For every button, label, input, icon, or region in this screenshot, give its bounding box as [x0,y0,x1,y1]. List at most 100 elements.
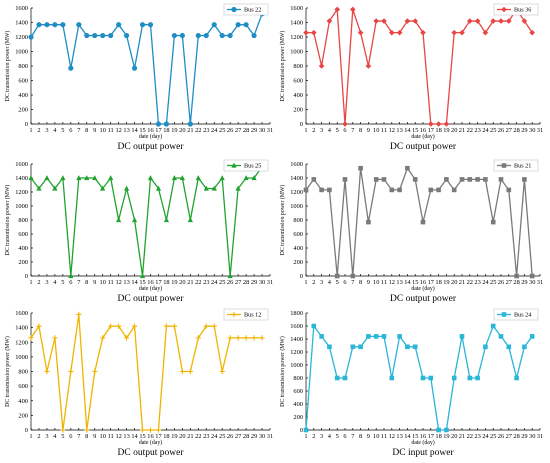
x-tick-label: 30 [529,433,535,440]
y-tick-label: 400 [293,401,303,408]
x-tick-label: 17 [428,279,435,286]
legend: Bus 24 [493,308,539,321]
data-point-24 [483,344,488,350]
data-point-5 [334,273,340,279]
data-point-10 [373,334,379,339]
legend: Bus 36 [493,3,539,16]
data-point-18 [163,217,170,223]
data-point-22 [467,18,473,24]
data-point-21 [459,177,465,182]
x-tick-label: 16 [147,127,153,134]
x-tick-label: 16 [147,279,153,286]
data-point-20 [451,375,457,381]
data-point-29 [522,177,527,182]
y-tick-label: 600 [293,231,303,238]
x-tick-label: 11 [108,127,114,134]
x-tick-label: 10 [100,127,106,134]
x-tick-label: 7 [351,127,355,134]
x-tick-label: 13 [396,433,402,440]
x-tick-label: 4 [53,127,57,134]
x-tick-label: 21 [187,127,193,134]
data-point-4 [52,185,58,191]
x-tick-label: 21 [459,433,465,440]
x-tick-label: 26 [227,433,233,440]
data-point-13 [397,334,402,339]
x-tick-label: 5 [336,279,339,286]
x-tick-label: 9 [367,279,370,286]
series-line [305,167,533,277]
data-point-14 [131,323,138,329]
data-point-14 [405,165,410,171]
data-point-28 [514,375,519,381]
data-point-11 [108,175,114,181]
data-point-19 [443,121,450,127]
data-point-25 [490,323,496,329]
x-tick-label: 28 [243,279,249,286]
data-point-19 [171,323,177,329]
legend-label: Bus 22 [244,7,261,14]
y-tick-label: 1400 [15,175,28,182]
x-tick-label: 14 [404,279,411,286]
x-tick-label: 28 [513,127,519,134]
data-point-23 [203,185,209,191]
legend-box [493,159,539,172]
data-point-3 [44,368,50,375]
x-tick-label: 20 [451,279,457,286]
x-axis-title: date (day) [411,439,434,446]
legend-box [223,3,269,16]
x-tick-label: 18 [435,433,441,440]
data-point-legend [501,163,507,168]
data-point-24 [211,22,217,28]
data-point-19 [444,177,449,182]
data-point-26 [227,273,233,279]
legend-box [493,3,539,16]
x-tick-label: 8 [85,127,88,134]
data-point-8 [84,175,90,181]
x-axis-title: date (day) [139,285,162,292]
data-point-20 [179,368,185,375]
data-point-5 [60,427,66,433]
x-axis-title: date (day) [139,133,162,140]
data-point-4 [52,22,58,28]
data-point-21 [187,217,193,223]
y-tick-label: 400 [18,398,28,405]
y-tick-label: 1200 [15,34,28,41]
y-tick-label: 800 [293,217,303,224]
y-tick-label: 1400 [290,20,303,27]
data-point-23 [203,32,209,39]
x-tick-label: 5 [336,127,339,134]
x-tick-label: 9 [93,433,96,440]
x-tick-label: 20 [451,433,457,440]
y-tick-label: 1400 [15,20,28,27]
x-tick-label: 4 [328,433,332,440]
data-point-15 [412,18,418,24]
x-tick-label: 15 [139,279,145,286]
x-tick-label: 8 [359,127,362,134]
data-point-26 [498,18,504,24]
data-point-8 [358,165,363,171]
x-tick-label: 19 [443,433,449,440]
y-tick-label: 1000 [15,49,28,56]
x-tick-label: 30 [259,127,265,134]
x-tick-label: 31 [537,279,543,286]
series-bus-22 [28,11,265,127]
data-point-17 [428,121,434,127]
x-tick-label: 29 [251,127,257,134]
data-point-30 [259,335,265,341]
y-tick-label: 400 [293,245,303,252]
series-line [30,13,263,125]
y-tick-label: 600 [18,231,28,238]
data-point-30 [529,334,535,339]
y-tick-label: 800 [18,217,28,224]
data-point-28 [243,22,249,28]
data-point-14 [405,344,410,350]
y-tick-label: 800 [18,63,28,70]
x-tick-label: 6 [69,433,72,440]
legend-box [493,308,539,321]
data-point-23 [203,323,209,329]
x-tick-label: 2 [312,433,315,440]
x-tick-label: 31 [537,127,543,134]
y-tick-label: 600 [18,383,28,390]
